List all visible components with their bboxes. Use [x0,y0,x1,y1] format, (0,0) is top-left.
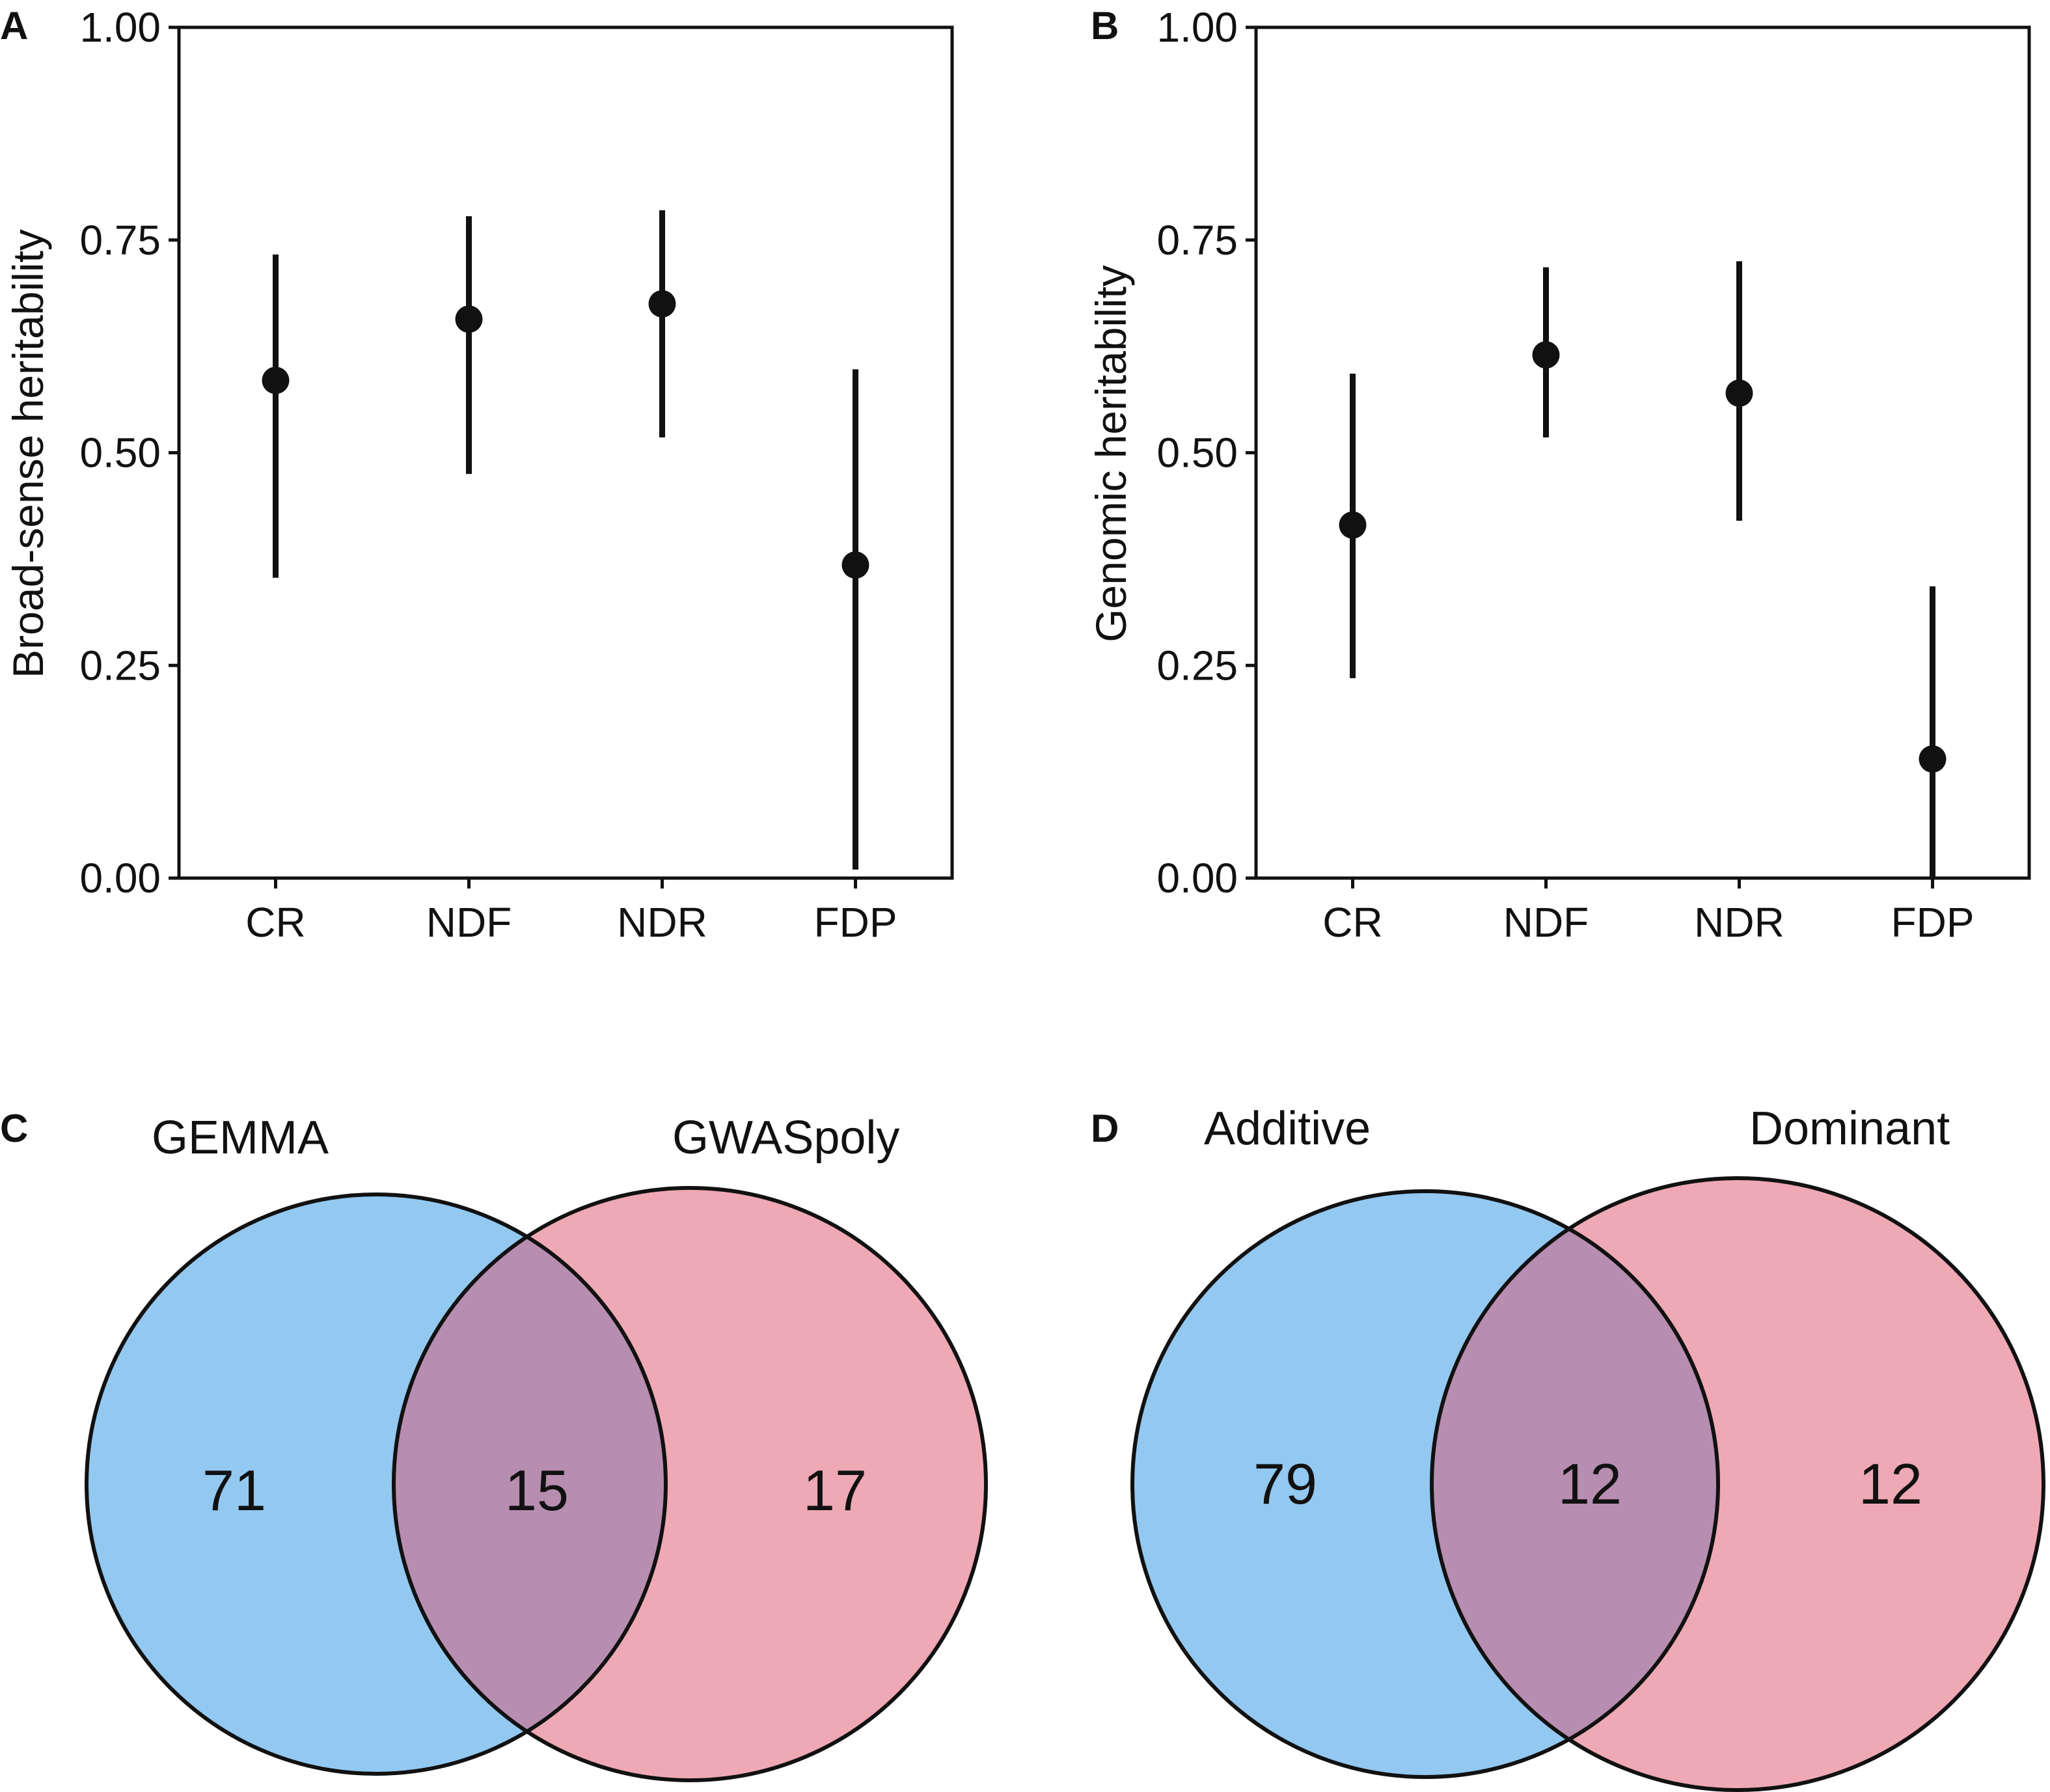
venn-c-left-set-label: GEMMA [152,1112,329,1164]
panel-b-data-marks [1339,261,1947,878]
x-tick-label: NDF [426,899,512,946]
data-point [1726,379,1753,407]
y-tick-label: 1.00 [79,4,161,51]
venn-c-right-count: 17 [803,1458,867,1523]
panel-b-chart: B Genomic heritability 0.00 0.25 0.50 0.75 1… [1087,4,2029,946]
venn-d-right-count: 12 [1859,1452,1922,1516]
x-tick-label: FDP [1891,899,1975,946]
x-tick-label: CR [1322,899,1382,946]
venn-c-overlap-count: 15 [505,1458,569,1523]
venn-d-left-count: 79 [1253,1452,1317,1516]
panel-b-y-ticks: 0.00 0.25 0.50 0.75 1.00 [1156,4,1256,902]
y-tick-label: 1.00 [1156,4,1238,51]
panel-d-letter: D [1091,1107,1119,1150]
y-tick-label: 0.50 [79,430,161,476]
x-tick-label: NDR [1694,899,1784,946]
y-tick-label: 0.00 [79,855,161,902]
panel-c-venn: C GEMMA GWASpoly 71 15 17 [0,1107,986,1780]
y-tick-label: 0.75 [79,217,161,264]
x-tick-label: CR [245,899,305,946]
panel-a-y-ticks: 0.00 0.25 0.50 0.75 1.00 [79,4,179,902]
panel-b-y-axis-label: Genomic heritability [1087,265,1135,642]
y-tick-label: 0.25 [79,642,161,689]
data-point [456,305,483,333]
panel-a-data-marks [262,210,869,870]
panel-d-venn: D Additive Dominant 79 12 12 [1091,1103,2043,1790]
venn-c-left-count: 71 [202,1458,266,1523]
y-tick-label: 0.50 [1156,430,1238,476]
y-tick-label: 0.75 [1156,217,1238,264]
panel-b-letter: B [1091,4,1119,48]
panel-b-x-ticks: CR NDF NDR FDP [1322,878,1974,946]
panel-a-plot-frame [179,27,952,878]
venn-d-right-set-label: Dominant [1749,1103,1950,1155]
data-point [1339,512,1367,539]
x-tick-label: FDP [814,899,897,946]
y-tick-label: 0.25 [1156,642,1238,689]
panel-a-chart: A Broad-sense heritability 0.000.250.500… [0,4,952,946]
panel-a-letter: A [0,4,28,48]
data-point [649,290,676,318]
data-point [262,366,290,394]
panel-a-x-ticks: CR NDF NDR FDP [245,878,897,946]
data-point [1533,341,1560,368]
panel-a-y-axis-label: Broad-sense heritability [4,229,52,678]
venn-c-right-set-label: GWASpoly [672,1112,899,1164]
y-tick-label: 0.00 [1156,855,1238,902]
panel-b-plot-frame [1256,27,2029,878]
panel-c-letter: C [0,1107,28,1150]
data-point [842,551,869,579]
x-tick-label: NDF [1503,899,1589,946]
venn-d-overlap-count: 12 [1558,1452,1622,1516]
venn-d-left-set-label: Additive [1204,1103,1371,1155]
x-tick-label: NDR [617,899,707,946]
figure: A Broad-sense heritability 0.000.250.500… [0,0,2050,1792]
data-point [1919,745,1947,773]
